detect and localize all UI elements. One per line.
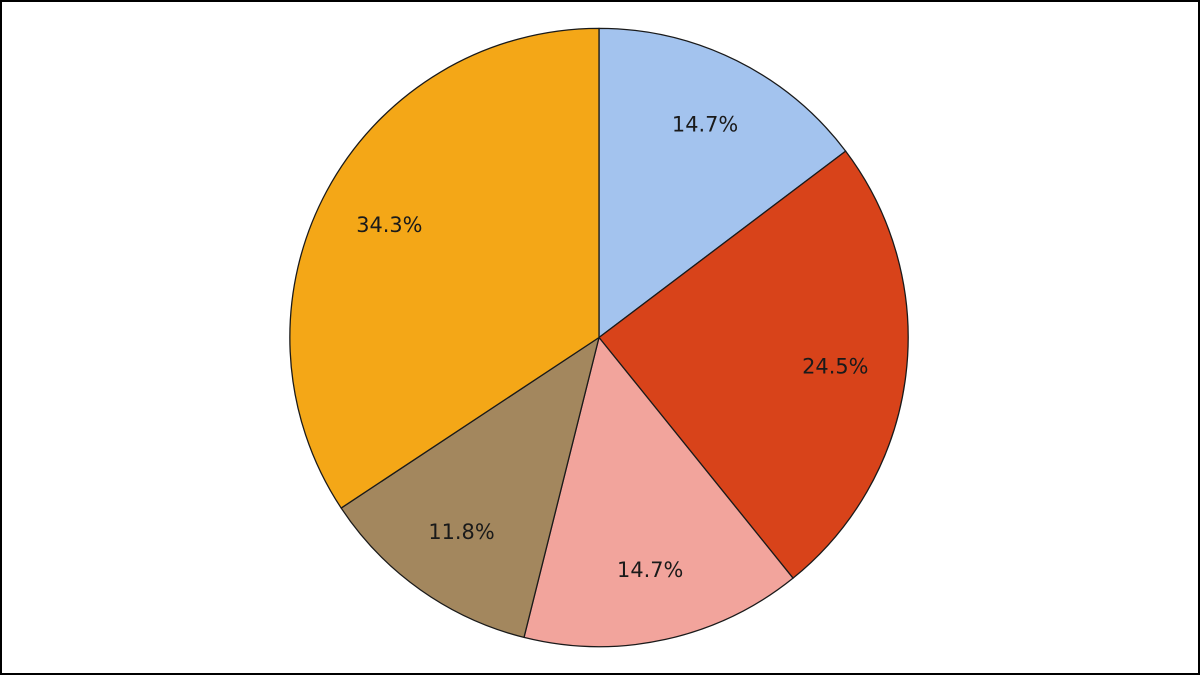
pie-slice-label-5: 34.3% xyxy=(356,213,422,237)
pie-slice-4 xyxy=(340,336,600,639)
pie-slice-1 xyxy=(598,27,847,339)
pie-slice-label-1: 14.7% xyxy=(672,112,738,136)
pie-slice-label-2: 24.5% xyxy=(802,355,868,379)
pie-slice-label-4: 11.8% xyxy=(428,520,494,544)
pie-slice-2 xyxy=(598,150,909,579)
pie-slice-5 xyxy=(289,27,600,509)
pie-slice-3 xyxy=(523,336,794,648)
pie-slice-label-3: 14.7% xyxy=(617,558,683,582)
